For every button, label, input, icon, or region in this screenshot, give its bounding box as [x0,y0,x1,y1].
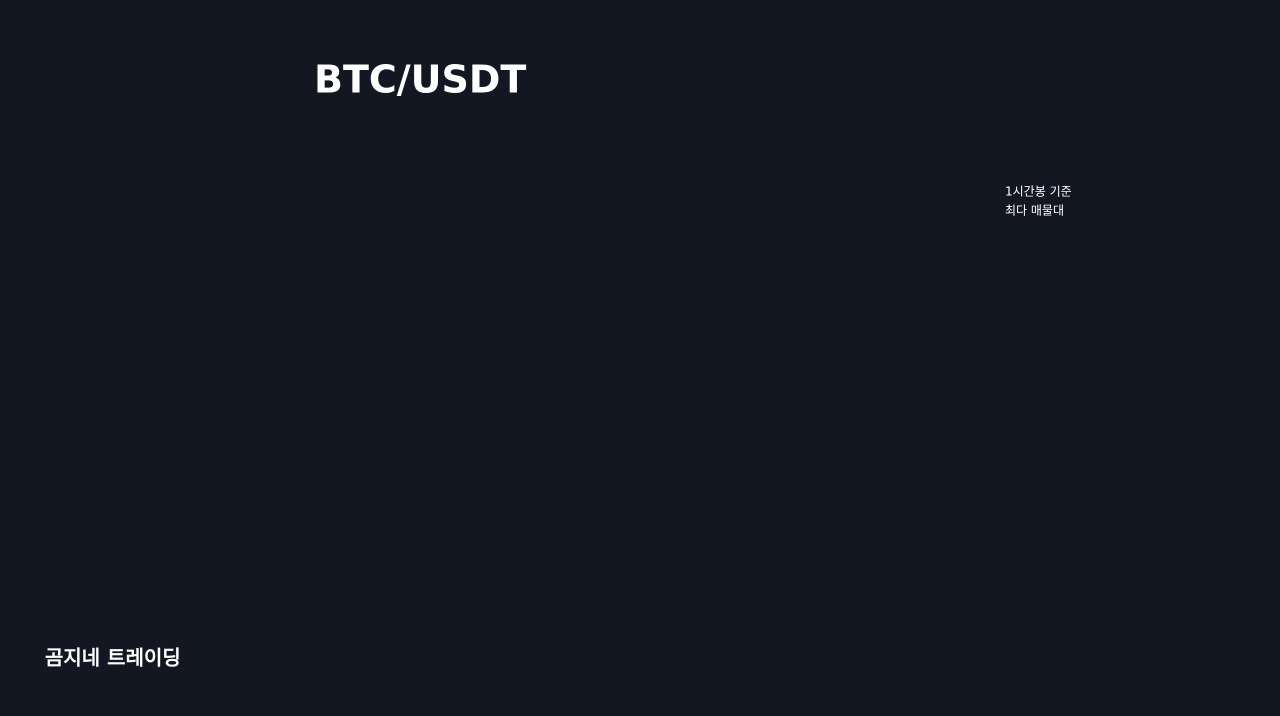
poc-note: 1시간봉 기준 [1005,185,1072,199]
chart-title: BTC/USDT [314,58,526,102]
poc-note: 최다 매물대 [1005,204,1064,218]
watermark: 곰지네 트레이딩 [45,646,181,670]
overlay: BTC/USDT 곰지네 트레이딩 1시간봉 기준 최다 매물대 [45,58,1072,670]
